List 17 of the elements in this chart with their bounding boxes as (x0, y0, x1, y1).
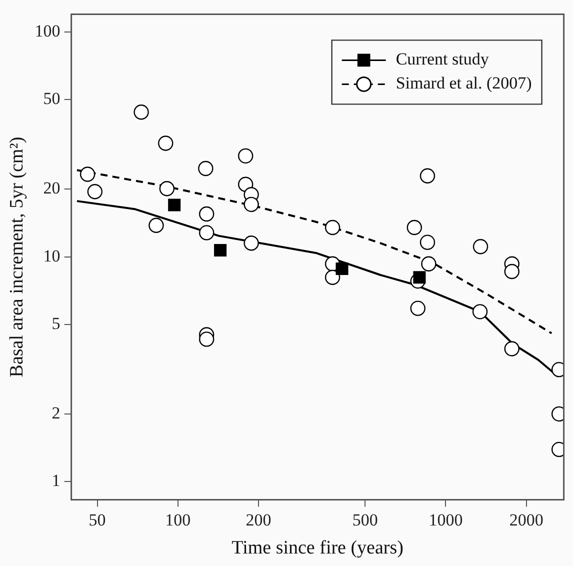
x-tick-label: 50 (88, 510, 106, 530)
x-tick-label: 2000 (509, 510, 544, 530)
x-tick-label: 500 (352, 510, 378, 530)
y-tick-label: 5 (52, 314, 60, 333)
x-tick-label: 1000 (428, 510, 463, 530)
legend-label: Simard et al. (2007) (396, 74, 532, 93)
y-tick-label: 100 (34, 21, 60, 40)
x-tick-label: 100 (165, 510, 191, 530)
legend-label: Current study (396, 50, 490, 69)
x-axis-title: Time since fire (years) (232, 538, 404, 559)
y-tick-label: 10 (43, 246, 60, 266)
y-tick-label: 50 (43, 89, 60, 108)
y-axis-title: Basal area increment, 5yr (cm²) (6, 136, 28, 378)
y-tick-label: 20 (43, 178, 60, 198)
y-tick-label: 2 (52, 403, 60, 422)
x-tick-label: 200 (246, 510, 272, 530)
y-tick-label: 1 (52, 471, 60, 490)
